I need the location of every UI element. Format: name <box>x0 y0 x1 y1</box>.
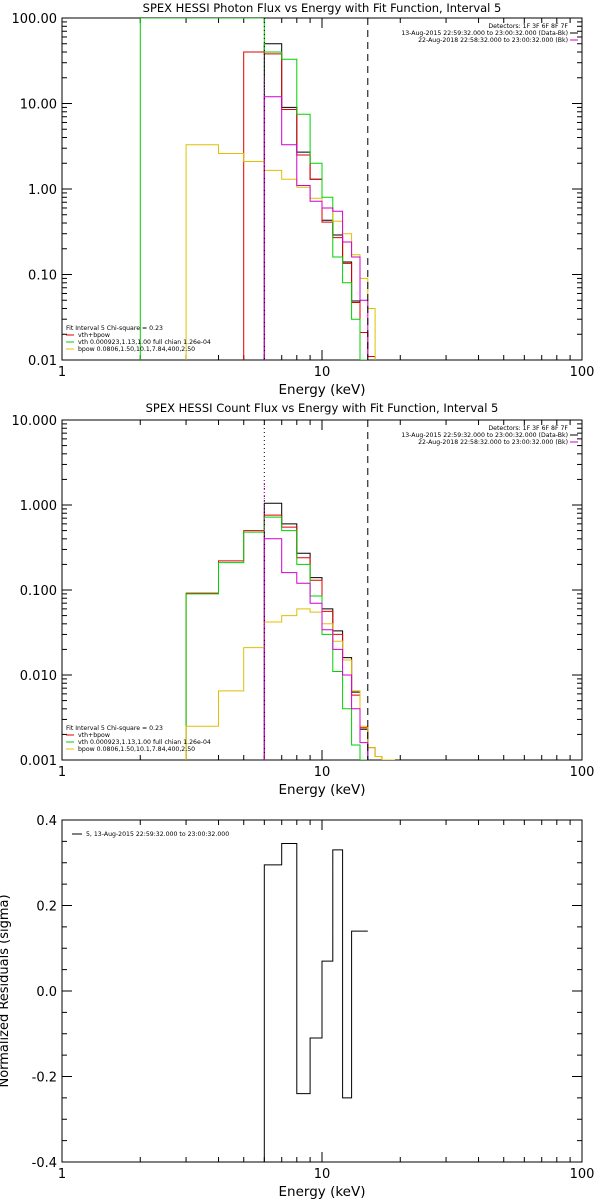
x-axis-label: Energy (keV) <box>279 782 366 798</box>
series-group <box>185 502 395 760</box>
series-line-vth_component <box>185 516 369 760</box>
y-tick-label: 0.0 <box>36 985 57 1000</box>
x-tick-label: 100 <box>570 365 595 380</box>
legend-text: vth 0.000923,1.13,1.00 full chian 1.26e-… <box>78 339 211 346</box>
series-line-vth_component <box>139 18 369 360</box>
y-axis-label: Normalized Residuals (sigma) <box>0 894 12 1087</box>
series-line-background <box>263 96 369 360</box>
x-tick-label: 100 <box>570 1167 595 1182</box>
legend-text: bpow 0.0806,1.50,10.1,7.84,400,2.50 <box>78 346 195 353</box>
x-tick-label: 10 <box>314 1167 331 1182</box>
series-line-bpow_component <box>185 144 376 360</box>
legend-text: vth+bpow <box>78 332 110 339</box>
series-line-data <box>263 43 369 360</box>
y-tick-label: 0.001 <box>20 754 57 769</box>
legend-text: 22-Aug-2018 22:58:32.000 to 23:00:32.000… <box>418 37 568 44</box>
legend-text: Fit Interval 5 Chi-square = 0.23 <box>66 725 163 732</box>
y-tick-label: 0.01 <box>28 354 57 369</box>
chart-count: SPEX HESSI Count Flux vs Energy with Fit… <box>12 401 595 798</box>
legend-text: Detectors: 1F 3F 6F 8F 7F <box>488 425 568 432</box>
chart-title: SPEX HESSI Count Flux vs Energy with Fit… <box>146 401 499 415</box>
y-tick-label: 0.10 <box>28 269 57 284</box>
x-tick-label: 1 <box>58 765 66 780</box>
legend-text: vth+bpow <box>78 732 110 739</box>
series-line-bpow_component <box>185 608 395 760</box>
y-tick-label: 10.00 <box>20 98 57 113</box>
series-group <box>263 843 368 1162</box>
x-tick-label: 100 <box>570 765 595 780</box>
y-tick-label: 100.00 <box>12 12 58 27</box>
legend-text: Fit Interval 5 Chi-square = 0.23 <box>66 325 163 332</box>
y-tick-label: 0.100 <box>20 584 57 599</box>
legend-text: 13-Aug-2015 22:59:32.000 to 23:00:32.000… <box>401 30 568 37</box>
legend-text: 22-Aug-2018 22:58:32.000 to 23:00:32.000… <box>418 439 568 446</box>
legend-text: 13-Aug-2015 22:59:32.000 to 23:00:32.000… <box>401 432 568 439</box>
y-tick-label: 1.00 <box>28 183 57 198</box>
series-line-total_fit <box>243 51 376 360</box>
series-line-total_fit <box>185 514 395 760</box>
series-line-data <box>263 843 368 1162</box>
x-tick-label: 1 <box>58 1167 66 1182</box>
y-tick-label: -0.2 <box>32 1071 57 1086</box>
y-tick-label: 0.4 <box>36 814 57 829</box>
chart-photon: SPEX HESSI Photon Flux vs Energy with Fi… <box>12 1 595 398</box>
y-tick-label: -0.4 <box>32 1156 57 1171</box>
legend-text: vth 0.000923,1.13,1.00 full chian 1.26e-… <box>78 739 211 746</box>
series-group <box>139 18 376 360</box>
x-tick-label: 10 <box>314 365 331 380</box>
chart-title: SPEX HESSI Photon Flux vs Energy with Fi… <box>143 1 502 15</box>
x-axis-label: Energy (keV) <box>279 1184 366 1200</box>
series-line-background <box>263 538 369 760</box>
legend-text: 5, 13-Aug-2015 22:59:32.000 to 23:00:32.… <box>86 831 229 838</box>
y-tick-label: 0.2 <box>36 900 57 915</box>
legend-text: bpow 0.0806,1.50,10.1,7.84,400,2.50 <box>78 746 195 753</box>
series-line-data <box>263 502 369 760</box>
y-tick-label: 0.010 <box>20 669 57 684</box>
x-axis-label: Energy (keV) <box>279 382 366 398</box>
x-tick-label: 10 <box>314 765 331 780</box>
y-tick-label: 10.000 <box>12 414 58 429</box>
legend-text: Detectors: 1F 3F 6F 8F 7F <box>488 23 568 30</box>
y-tick-label: 1.000 <box>20 499 57 514</box>
chart-residuals: 1 10 100 Energy (keV) 0.4 0.2 0.0 -0.2 -0.4 Norma… <box>0 814 594 1200</box>
x-tick-label: 1 <box>58 365 66 380</box>
